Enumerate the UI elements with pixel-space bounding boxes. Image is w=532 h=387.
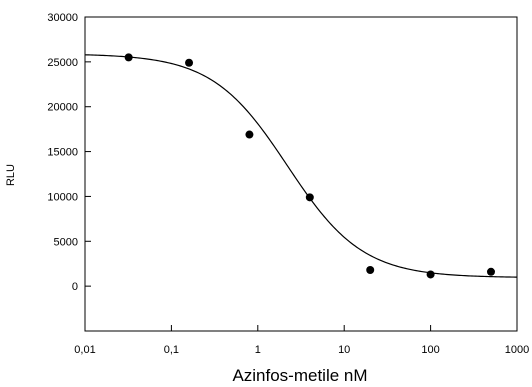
x-tick-label: 0,1 [164,344,179,356]
y-axis: 0 5000 10000 15000 20000 25000 30000 [47,12,91,293]
y-axis-title: RLU [5,164,17,186]
data-point [426,270,435,279]
y-tick-label: 5000 [54,236,78,248]
plot-area [84,16,518,332]
x-axis: 0,01 0,1 1 10 100 1000 [74,325,529,356]
data-point [124,53,133,62]
y-tick-label: 30000 [47,12,78,24]
x-tick-label: 0,01 [74,344,95,356]
x-tick-label: 1 [255,344,261,356]
data-point [185,58,194,67]
x-tick-label: 10 [338,344,350,356]
y-tick-label: 10000 [47,191,78,203]
y-tick-label: 25000 [47,57,78,69]
fit-curve [84,54,518,278]
x-tick-label: 1000 [505,344,529,356]
y-tick-label: 20000 [47,102,78,114]
data-points [124,53,495,279]
x-axis-title: Azinfos-metile nM [232,366,367,385]
y-tick-label: 15000 [47,147,78,159]
y-tick-label: 0 [72,281,78,293]
data-point [245,130,254,139]
data-point [366,265,375,274]
data-point [305,193,314,202]
data-point [486,267,495,276]
x-tick-label: 100 [421,344,439,356]
